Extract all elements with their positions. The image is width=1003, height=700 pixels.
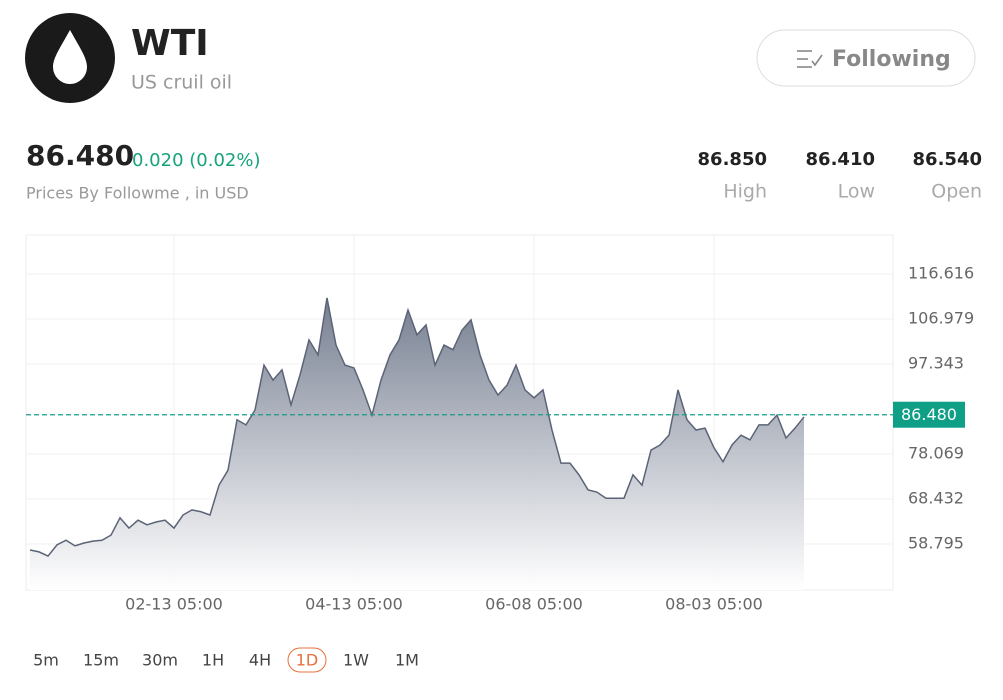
price-change: 0.020 (0.02%) xyxy=(132,150,260,171)
stat-label: High xyxy=(723,181,767,203)
timeframe-selected[interactable] xyxy=(287,647,327,673)
subtitle: US cruil oil xyxy=(131,72,232,94)
timeframe[interactable]: 1M xyxy=(395,651,419,670)
price-line xyxy=(29,297,805,558)
x-tick-label: 04-13 05:00 xyxy=(305,595,403,614)
y-tick-label: 78.069 xyxy=(908,443,964,462)
x-tick-label: 08-03 05:00 xyxy=(665,595,763,614)
stat-value: 86.540 xyxy=(913,149,982,170)
y-tick-label: 68.432 xyxy=(908,488,964,507)
price: 86.480 xyxy=(26,139,134,172)
timeframe[interactable]: 15m xyxy=(83,651,119,670)
y-tick-label: 106.979 xyxy=(908,309,974,328)
follow-icon xyxy=(797,50,823,68)
timeframe[interactable]: 30m xyxy=(142,651,178,670)
logo-drop xyxy=(53,30,87,84)
timeframe[interactable]: 1H xyxy=(202,651,224,670)
stat-value: 86.850 xyxy=(698,149,767,170)
timeframe[interactable]: 1W xyxy=(343,651,369,670)
stat-label: Open xyxy=(931,181,982,203)
y-tick-label: 97.343 xyxy=(908,353,964,372)
x-tick-label: 02-13 05:00 xyxy=(125,595,223,614)
x-tick-label: 06-08 05:00 xyxy=(485,595,583,614)
y-tick-label: 116.616 xyxy=(908,264,974,283)
current-price-label: 86.480 xyxy=(901,405,957,424)
timeframe[interactable]: 5m xyxy=(33,651,59,670)
title: WTI xyxy=(131,23,209,64)
timeframe[interactable]: 4H xyxy=(249,651,271,670)
timeframe[interactable]: 1D xyxy=(296,651,319,670)
y-tick-label: 58.795 xyxy=(908,533,964,552)
price-note: Prices By Followme , in USD xyxy=(26,184,249,203)
stat-label: Low xyxy=(838,181,875,203)
current-price-tag xyxy=(893,401,965,428)
follow-button[interactable] xyxy=(756,29,976,87)
follow-label[interactable]: Following xyxy=(832,47,951,72)
area-fill xyxy=(30,297,804,590)
stat-value: 86.410 xyxy=(806,149,875,170)
